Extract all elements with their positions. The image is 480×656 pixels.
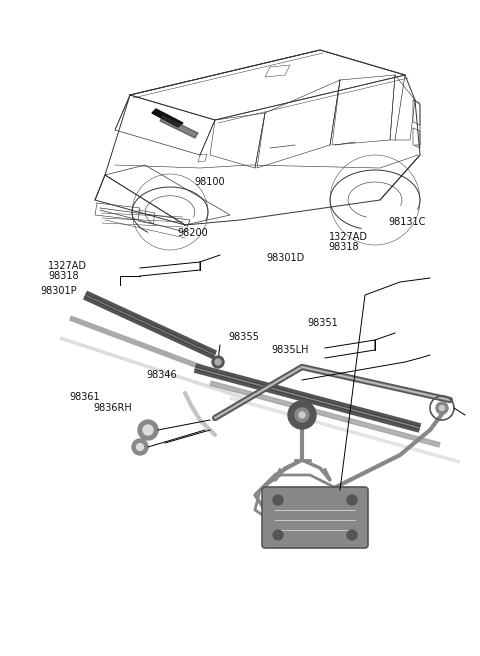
- Text: 98200: 98200: [178, 228, 208, 238]
- Circle shape: [347, 530, 357, 540]
- Text: 98318: 98318: [329, 242, 360, 253]
- Text: 1327AD: 1327AD: [48, 261, 87, 272]
- Circle shape: [143, 425, 153, 435]
- Text: 98346: 98346: [146, 370, 177, 380]
- Circle shape: [273, 530, 283, 540]
- Text: 98355: 98355: [228, 331, 259, 342]
- Text: 9836RH: 9836RH: [94, 403, 132, 413]
- Text: 98318: 98318: [48, 271, 79, 281]
- Text: 9835LH: 9835LH: [271, 344, 309, 355]
- Text: 98100: 98100: [194, 177, 225, 188]
- Circle shape: [132, 439, 148, 455]
- Polygon shape: [152, 109, 183, 127]
- Circle shape: [440, 405, 444, 411]
- Text: 1327AD: 1327AD: [329, 232, 368, 243]
- Polygon shape: [160, 116, 198, 138]
- Text: 98301P: 98301P: [41, 285, 77, 296]
- Circle shape: [136, 443, 144, 451]
- Circle shape: [436, 402, 448, 414]
- FancyBboxPatch shape: [262, 487, 368, 548]
- Text: 98361: 98361: [70, 392, 100, 402]
- Text: 98301D: 98301D: [266, 253, 305, 264]
- Circle shape: [299, 412, 305, 418]
- Circle shape: [138, 420, 158, 440]
- Text: 98351: 98351: [307, 318, 338, 328]
- Circle shape: [212, 356, 224, 368]
- Circle shape: [215, 359, 221, 365]
- Circle shape: [273, 495, 283, 505]
- Circle shape: [288, 401, 316, 429]
- Circle shape: [347, 495, 357, 505]
- Text: 98131C: 98131C: [389, 216, 426, 227]
- Circle shape: [295, 408, 309, 422]
